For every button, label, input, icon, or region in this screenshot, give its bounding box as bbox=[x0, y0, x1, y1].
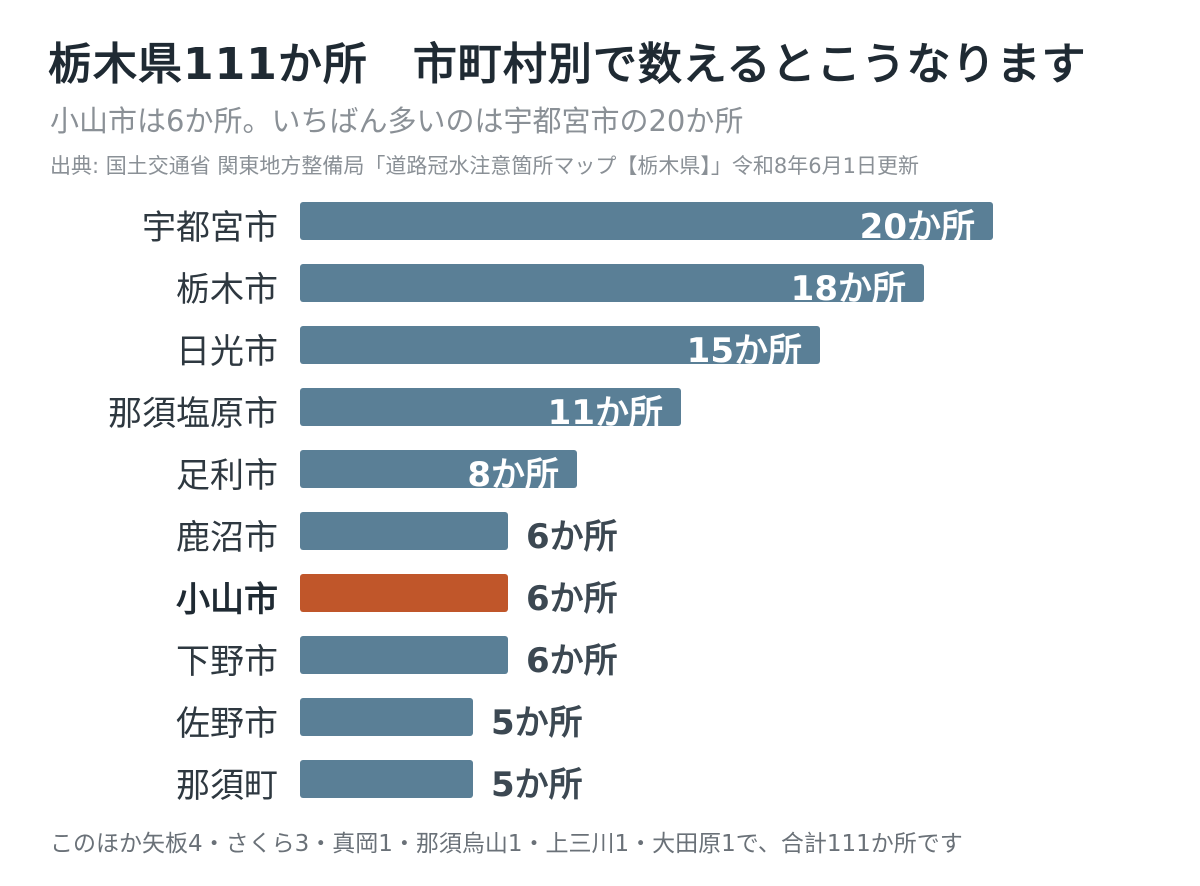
value-label: 15か所 bbox=[686, 331, 802, 371]
bar bbox=[300, 264, 924, 302]
chart-row: 佐野市 5か所 bbox=[0, 686, 1200, 748]
value-label: 20か所 bbox=[859, 207, 975, 247]
value-label: 18か所 bbox=[790, 269, 906, 309]
bar bbox=[300, 388, 681, 426]
chart-row: 宇都宮市 20か所 bbox=[0, 190, 1200, 252]
chart-title: 栃木県111か所 市町村別で数えるとこうなります bbox=[48, 39, 1087, 90]
chart-row: 日光市 15か所 bbox=[0, 314, 1200, 376]
category-label: 那須町 bbox=[176, 766, 278, 806]
category-label: 足利市 bbox=[176, 456, 278, 496]
category-label: 鹿沼市 bbox=[176, 518, 278, 558]
bar bbox=[300, 512, 508, 550]
value-label: 6か所 bbox=[526, 517, 618, 557]
category-label: 那須塩原市 bbox=[108, 394, 278, 434]
chart-row: 下野市 6か所 bbox=[0, 624, 1200, 686]
chart-row: 小山市 6か所 bbox=[0, 562, 1200, 624]
category-label: 佐野市 bbox=[176, 704, 278, 744]
chart-row: 那須塩原市 11か所 bbox=[0, 376, 1200, 438]
value-label: 11か所 bbox=[547, 393, 663, 433]
bar-chart: 宇都宮市 20か所栃木市 18か所日光市 15か所那須塩原市 11か所足利市 8か所鹿沼市… bbox=[0, 190, 1200, 810]
category-label: 栃木市 bbox=[176, 270, 278, 310]
bar bbox=[300, 202, 993, 240]
value-label: 5か所 bbox=[491, 765, 583, 805]
chart-row: 那須町 5か所 bbox=[0, 748, 1200, 810]
value-label: 6か所 bbox=[526, 579, 618, 619]
category-label: 下野市 bbox=[176, 642, 278, 682]
bar bbox=[300, 636, 508, 674]
value-label: 8か所 bbox=[467, 455, 559, 495]
category-label: 宇都宮市 bbox=[142, 208, 278, 248]
chart-row: 栃木市 18か所 bbox=[0, 252, 1200, 314]
bar bbox=[300, 326, 820, 364]
bar bbox=[300, 450, 577, 488]
bar bbox=[300, 760, 473, 798]
chart-row: 鹿沼市 6か所 bbox=[0, 500, 1200, 562]
bar bbox=[300, 574, 508, 612]
value-label: 6か所 bbox=[526, 641, 618, 681]
bar bbox=[300, 698, 473, 736]
source-note: 出典: 国土交通省 関東地方整備局「道路冠水注意箇所マップ【栃木県】」令和8年6… bbox=[50, 154, 920, 178]
chart-row: 足利市 8か所 bbox=[0, 438, 1200, 500]
value-label: 5か所 bbox=[491, 703, 583, 743]
footer-note: このほか矢板4・さくら3・真岡1・那須烏山1・上三川1・大田原1で、合計111か… bbox=[50, 831, 963, 857]
category-label: 小山市 bbox=[176, 580, 278, 620]
category-label: 日光市 bbox=[176, 332, 278, 372]
chart-subtitle: 小山市は6か所。いちばん多いのは宇都宮市の20か所 bbox=[50, 104, 744, 138]
